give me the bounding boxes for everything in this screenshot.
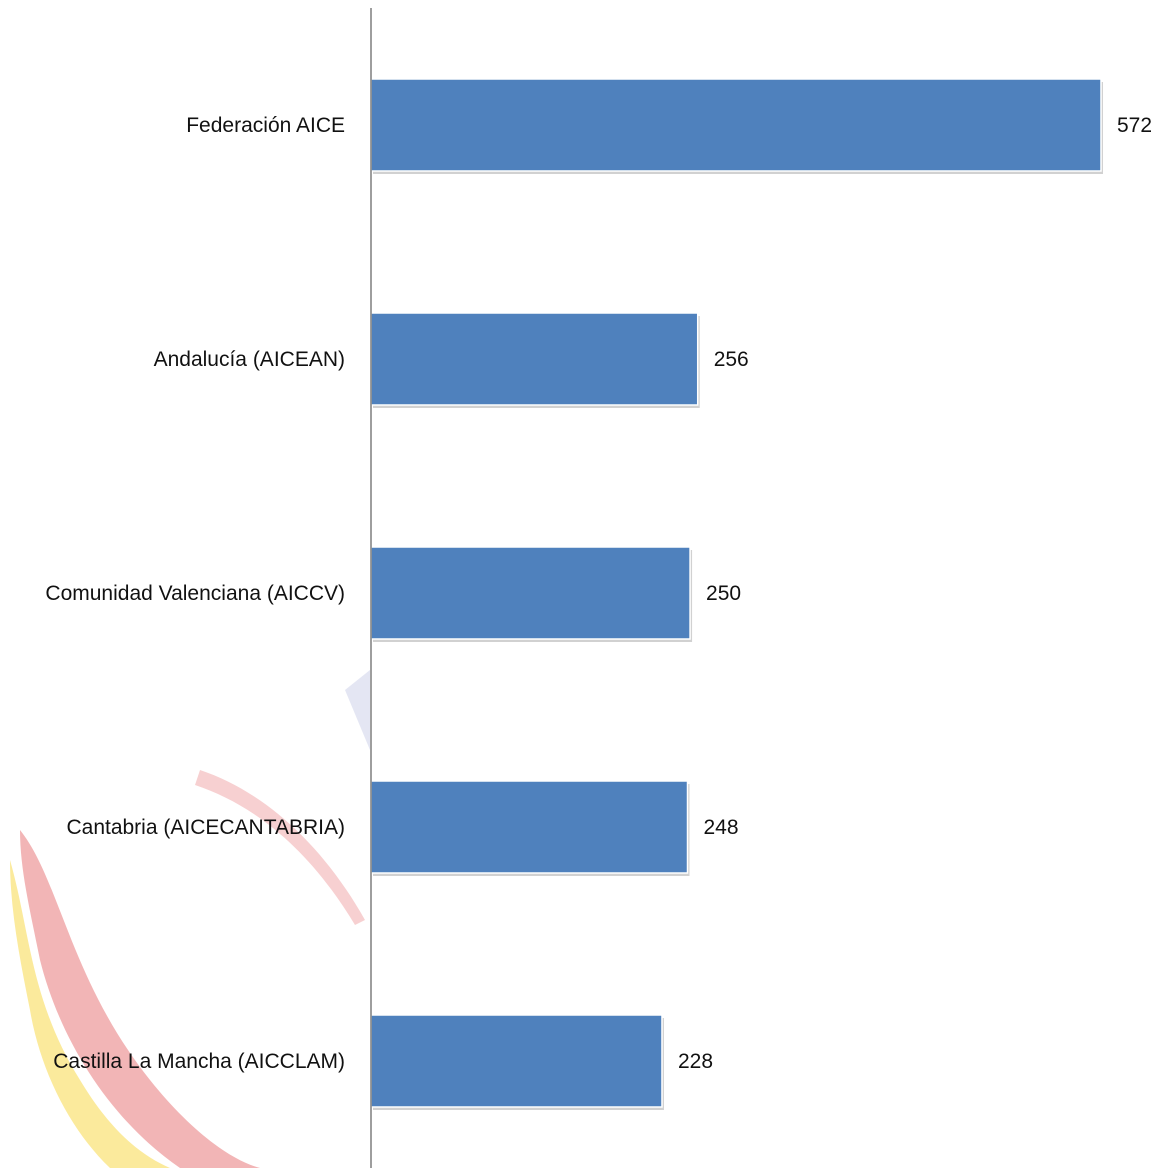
- value-label: 248: [704, 816, 739, 839]
- category-labels-group: Federación AICE Andalucía (AICEAN) Comunid…: [45, 114, 345, 1073]
- value-label: 250: [706, 582, 741, 605]
- value-label: 572: [1117, 114, 1152, 137]
- category-label: Federación AICE: [186, 114, 345, 137]
- bars-group: [370, 78, 1103, 1110]
- value-label: 256: [714, 348, 749, 371]
- bar: [370, 312, 699, 406]
- bar: [370, 546, 691, 640]
- bar: [370, 78, 1102, 172]
- watermark-yellow-swoosh: [10, 860, 170, 1168]
- category-label: Comunidad Valenciana (AICCV): [45, 582, 345, 605]
- value-label: 228: [678, 1050, 713, 1073]
- watermark-red-swoosh: [20, 830, 260, 1168]
- category-label: Cantabria (AICECANTABRIA): [66, 816, 345, 839]
- value-labels-group: 572 256 250 248 228: [678, 114, 1152, 1073]
- category-label: Andalucía (AICEAN): [154, 348, 345, 371]
- watermark-blue-shape: [345, 670, 370, 750]
- bar: [370, 780, 689, 874]
- category-label: Castilla La Mancha (AICCLAM): [53, 1050, 345, 1073]
- bar: [370, 1014, 663, 1108]
- background-watermark: [10, 670, 370, 1168]
- watermark-red-arc: [195, 770, 365, 925]
